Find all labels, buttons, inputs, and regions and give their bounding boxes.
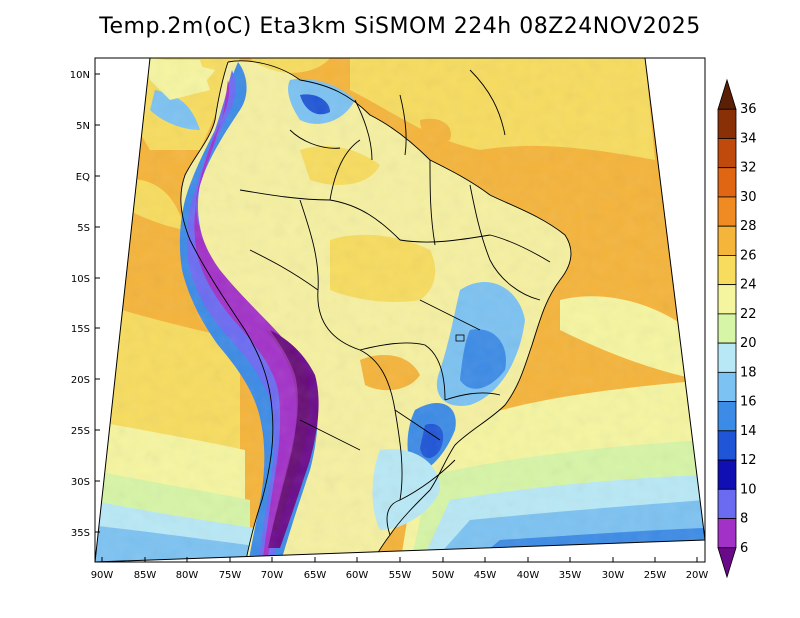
colorbar-label: 12 <box>740 453 757 468</box>
colorbar-label: 10 <box>740 482 757 497</box>
colorbar-swatch <box>717 459 737 490</box>
colorbar-swatch <box>717 342 737 373</box>
lat-label: 20S <box>71 375 90 386</box>
colorbar-swatch <box>717 518 737 549</box>
longitude-axis: 90W 85W 80W 75W 70W 65W 60W 55W 50W 45W … <box>91 557 709 581</box>
colorbar-swatch <box>717 255 737 286</box>
lon-label: 25W <box>644 570 667 581</box>
lon-label: 85W <box>134 570 157 581</box>
colorbar-label: 18 <box>740 365 757 380</box>
lon-label: 20W <box>686 570 709 581</box>
lon-label: 30W <box>602 570 625 581</box>
latitude-axis: 10N 5N EQ 5S 10S 15S 20S 25S 30S 35S <box>70 70 100 539</box>
lat-label: 10N <box>70 70 90 81</box>
colorbar-swatch <box>717 401 737 432</box>
map-field <box>95 58 705 562</box>
colorbar-label: 14 <box>740 424 757 439</box>
lat-label: 10S <box>71 274 90 285</box>
lon-label: 55W <box>389 570 412 581</box>
colorbar-label: 32 <box>740 161 757 176</box>
lon-label: 90W <box>91 570 114 581</box>
lat-label: 15S <box>71 324 90 335</box>
lon-label: 50W <box>432 570 455 581</box>
lat-label: EQ <box>76 172 90 183</box>
lon-label: 80W <box>176 570 199 581</box>
colorbar-label: 8 <box>740 512 748 527</box>
lat-label: 35S <box>71 528 90 539</box>
colorbar-swatch <box>717 196 737 227</box>
colorbar-swatch <box>717 284 737 315</box>
colorbar-label: 34 <box>740 131 757 146</box>
colorbar-swatch <box>717 547 737 579</box>
lon-label: 70W <box>261 570 284 581</box>
colorbar-label: 20 <box>740 336 757 351</box>
colorbar-label: 16 <box>740 395 757 410</box>
colorbar-swatch <box>717 78 737 110</box>
colorbar-label: 26 <box>740 248 757 263</box>
lon-label: 45W <box>474 570 497 581</box>
lat-label: 5N <box>76 121 90 132</box>
colorbar-swatch <box>717 371 737 402</box>
colorbar-swatch <box>717 488 737 519</box>
colorbar-swatch <box>717 313 737 344</box>
colorbar-label: 30 <box>740 190 757 205</box>
colorbar: 6 8 10 12 14 16 18 20 22 24 26 28 30 32 34 36 <box>717 78 757 579</box>
colorbar-label: 6 <box>740 541 748 556</box>
lon-label: 65W <box>304 570 327 581</box>
colorbar-label: 22 <box>740 307 757 322</box>
lon-label: 75W <box>219 570 242 581</box>
colorbar-label: 24 <box>740 278 757 293</box>
colorbar-swatch <box>717 138 737 169</box>
lon-label: 40W <box>517 570 540 581</box>
country-borders <box>180 60 572 562</box>
colorbar-swatch <box>717 108 737 139</box>
colorbar-label: 28 <box>740 219 757 234</box>
colorbar-swatch <box>717 225 737 256</box>
colorbar-label: 36 <box>740 102 757 117</box>
lat-label: 30S <box>71 477 90 488</box>
lon-label: 35W <box>559 570 582 581</box>
lat-label: 5S <box>77 223 90 234</box>
colorbar-swatch <box>717 167 737 198</box>
lat-label: 25S <box>71 426 90 437</box>
lon-label: 60W <box>346 570 369 581</box>
colorbar-swatch <box>717 430 737 461</box>
map-title: Temp.2m(oC) Eta3km SiSMOM 224h 08Z24NOV2… <box>99 14 701 39</box>
